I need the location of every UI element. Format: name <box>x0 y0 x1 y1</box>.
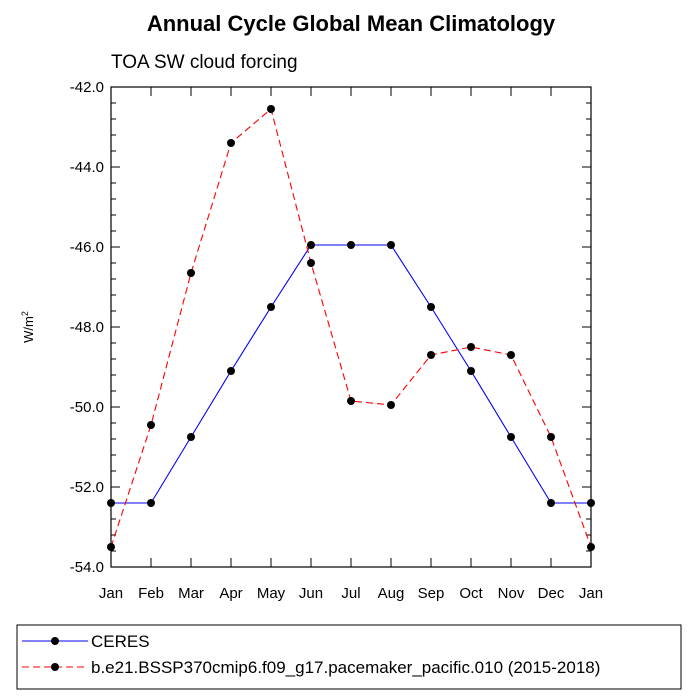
data-point <box>347 397 355 405</box>
data-point <box>307 259 315 267</box>
series-line <box>111 244 591 504</box>
y-tick-label: -54.0 <box>70 559 104 576</box>
data-point <box>227 139 235 147</box>
data-point <box>147 499 155 507</box>
chart-title: Annual Cycle Global Mean Climatology <box>147 11 556 36</box>
x-tick-label: Jan <box>579 585 603 602</box>
x-tick-label: Feb <box>138 585 164 602</box>
y-axis-label-base: W/m <box>21 316 36 343</box>
y-tick-label: -50.0 <box>70 399 104 416</box>
data-point <box>267 303 275 311</box>
data-point <box>467 367 475 375</box>
legend-marker <box>51 637 59 645</box>
x-tick-label: Jun <box>299 585 323 602</box>
x-tick-label: Mar <box>178 585 204 602</box>
y-tick-label: -52.0 <box>70 479 104 496</box>
x-tick-label: Apr <box>219 585 242 602</box>
series-2 <box>107 105 595 551</box>
x-tick-label: Aug <box>378 585 405 602</box>
legend-box <box>16 624 682 690</box>
chart-subtitle: TOA SW cloud forcing <box>111 52 298 73</box>
data-point <box>587 499 595 507</box>
x-tick-label: Oct <box>459 585 483 602</box>
data-point <box>387 401 395 409</box>
x-tick-label: Jan <box>99 585 123 602</box>
data-point <box>587 543 595 551</box>
series-line <box>110 108 592 548</box>
data-point <box>347 241 355 249</box>
data-point <box>427 303 435 311</box>
y-tick-label: -48.0 <box>70 319 104 336</box>
data-point <box>187 269 195 277</box>
y-axis-label: W/m2 <box>20 311 36 343</box>
data-point <box>427 351 435 359</box>
plot-frame <box>110 86 592 568</box>
data-point <box>107 499 115 507</box>
y-tick-label: -42.0 <box>70 79 104 96</box>
data-point <box>307 241 315 249</box>
legend: CERES b.e21.BSSP370cmip6.f09_g17.pacemake… <box>22 632 600 677</box>
data-point <box>147 421 155 429</box>
data-point <box>107 543 115 551</box>
data-point <box>507 433 515 441</box>
data-point <box>507 351 515 359</box>
series-1 <box>107 241 595 507</box>
data-point <box>387 241 395 249</box>
x-tick-label: May <box>257 585 286 602</box>
y-axis-label-superscript: 2 <box>20 311 30 316</box>
data-point <box>547 433 555 441</box>
data-point <box>467 343 475 351</box>
x-tick-label: Sep <box>418 585 445 602</box>
data-point <box>547 499 555 507</box>
y-tick-label: -44.0 <box>70 159 104 176</box>
x-tick-label: Dec <box>538 585 565 602</box>
data-point <box>267 105 275 113</box>
axes: Jan Feb Mar Apr May Jun Jul Aug Sep Oct Nov Dec Jan -… <box>70 79 603 602</box>
y-tick-label: -46.0 <box>70 239 104 256</box>
x-tick-label: Nov <box>498 585 525 602</box>
data-point <box>227 367 235 375</box>
data-point <box>187 433 195 441</box>
legend-label: b.e21.BSSP370cmip6.f09_g17.pacemaker_pac… <box>91 658 600 677</box>
x-tick-label: Jul <box>341 585 360 602</box>
legend-marker <box>51 663 59 671</box>
legend-label: CERES <box>91 632 150 651</box>
series-layer <box>107 105 595 551</box>
